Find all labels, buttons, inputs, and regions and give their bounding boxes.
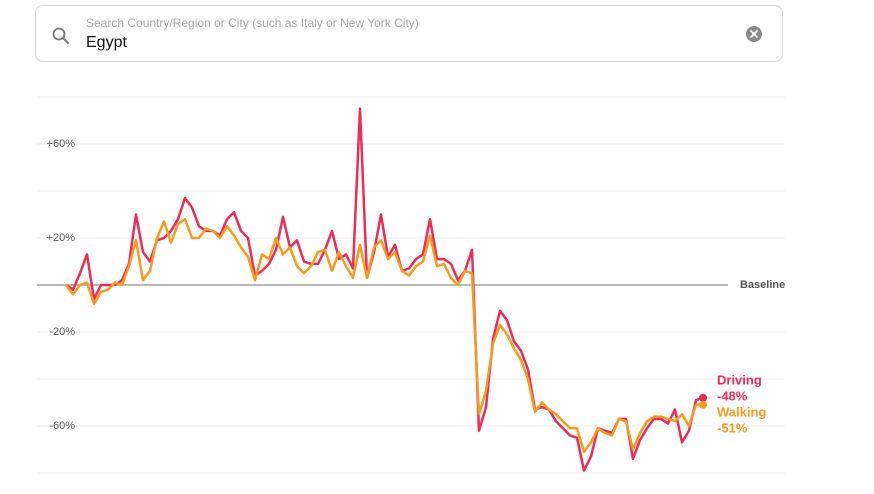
- series-line: [65, 107, 704, 472]
- search-placeholder: Search Country/Region or City (such as I…: [86, 16, 419, 30]
- end-dot: [699, 393, 707, 402]
- y-tick-label: -60%: [49, 420, 75, 432]
- legend-label: Walking: [717, 404, 766, 419]
- clear-button[interactable]: [745, 26, 763, 44]
- y-tick-label: +60%: [47, 138, 76, 150]
- baseline-label: Baseline: [740, 279, 785, 291]
- search-value: Egypt: [86, 34, 127, 51]
- search-box[interactable]: Search Country/Region or City (such as I…: [35, 5, 783, 62]
- legend-label: Driving: [717, 372, 762, 387]
- y-tick-label: -20%: [49, 326, 75, 338]
- series-line: [64, 217, 703, 454]
- search-icon: [52, 27, 69, 44]
- value-label: -48%: [717, 388, 748, 403]
- end-dot: [699, 400, 707, 409]
- y-tick-label: +20%: [47, 232, 76, 244]
- value-label: -51%: [717, 420, 748, 435]
